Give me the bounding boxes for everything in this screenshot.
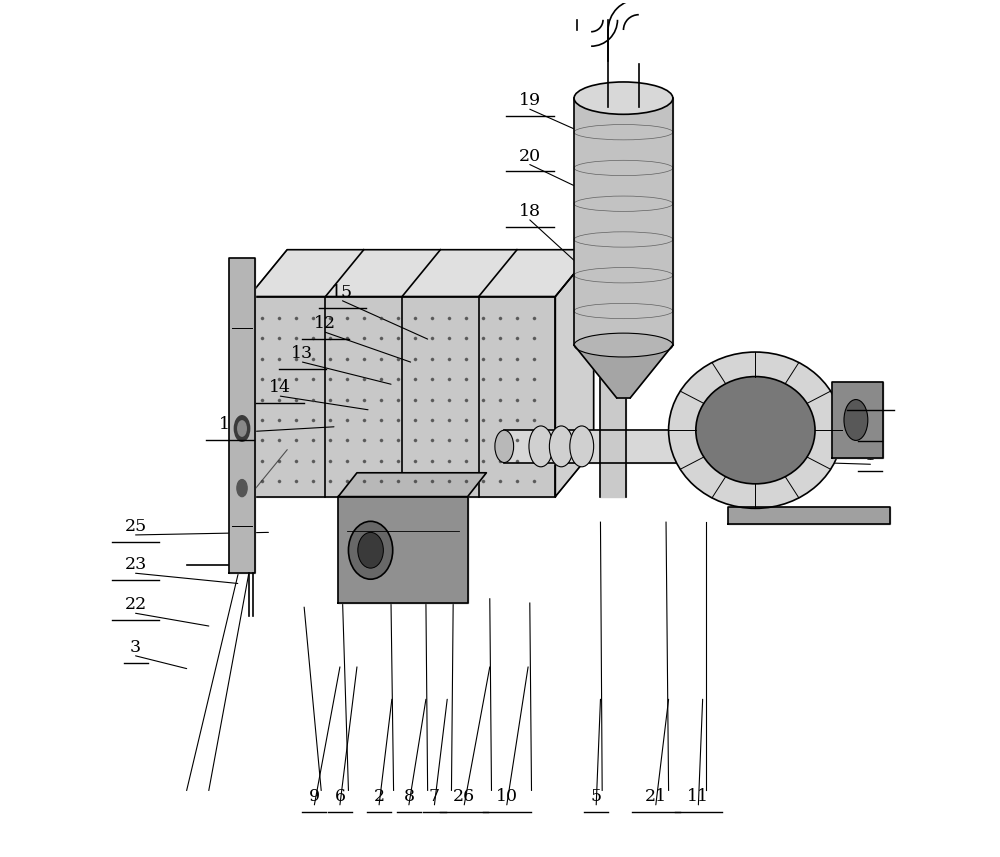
Ellipse shape [237, 480, 247, 496]
Polygon shape [574, 345, 673, 398]
Text: 17: 17 [859, 386, 881, 403]
Ellipse shape [529, 426, 553, 467]
Text: 20: 20 [519, 147, 541, 165]
Polygon shape [338, 473, 486, 496]
Polygon shape [504, 430, 686, 463]
Text: 13: 13 [291, 345, 314, 363]
Text: 16: 16 [219, 416, 241, 433]
Text: 9: 9 [309, 788, 320, 805]
Text: 11: 11 [687, 788, 709, 805]
Polygon shape [249, 249, 594, 297]
Ellipse shape [549, 426, 573, 467]
Text: 19: 19 [519, 93, 541, 109]
Ellipse shape [696, 376, 815, 484]
Ellipse shape [676, 430, 695, 463]
Polygon shape [832, 381, 883, 458]
Text: 10: 10 [496, 788, 518, 805]
Text: 25: 25 [124, 518, 147, 535]
Text: 18: 18 [519, 203, 541, 220]
Polygon shape [249, 297, 555, 496]
Text: 12: 12 [314, 315, 337, 333]
Polygon shape [600, 348, 626, 496]
Ellipse shape [348, 521, 393, 579]
Text: 2: 2 [374, 788, 385, 805]
Text: 21: 21 [645, 788, 667, 805]
Text: 15: 15 [331, 284, 354, 301]
Ellipse shape [669, 352, 842, 508]
Text: 5: 5 [591, 788, 602, 805]
Text: 4: 4 [865, 417, 876, 434]
Ellipse shape [844, 399, 868, 440]
Text: 7: 7 [429, 788, 440, 805]
Ellipse shape [238, 421, 246, 436]
Ellipse shape [234, 416, 250, 441]
Ellipse shape [574, 82, 673, 114]
Polygon shape [229, 258, 255, 573]
Text: 14: 14 [269, 379, 291, 396]
Text: 3: 3 [130, 638, 141, 656]
Polygon shape [728, 506, 890, 524]
Text: 1: 1 [865, 447, 876, 464]
Text: 26: 26 [453, 788, 475, 805]
Ellipse shape [570, 426, 594, 467]
Polygon shape [338, 496, 468, 603]
Text: 23: 23 [124, 556, 147, 573]
Ellipse shape [358, 532, 383, 568]
Text: 8: 8 [403, 788, 414, 805]
Polygon shape [574, 99, 673, 345]
Ellipse shape [574, 333, 673, 357]
Ellipse shape [495, 430, 514, 463]
Polygon shape [555, 249, 594, 496]
Text: 22: 22 [124, 596, 147, 614]
Text: 6: 6 [334, 788, 345, 805]
